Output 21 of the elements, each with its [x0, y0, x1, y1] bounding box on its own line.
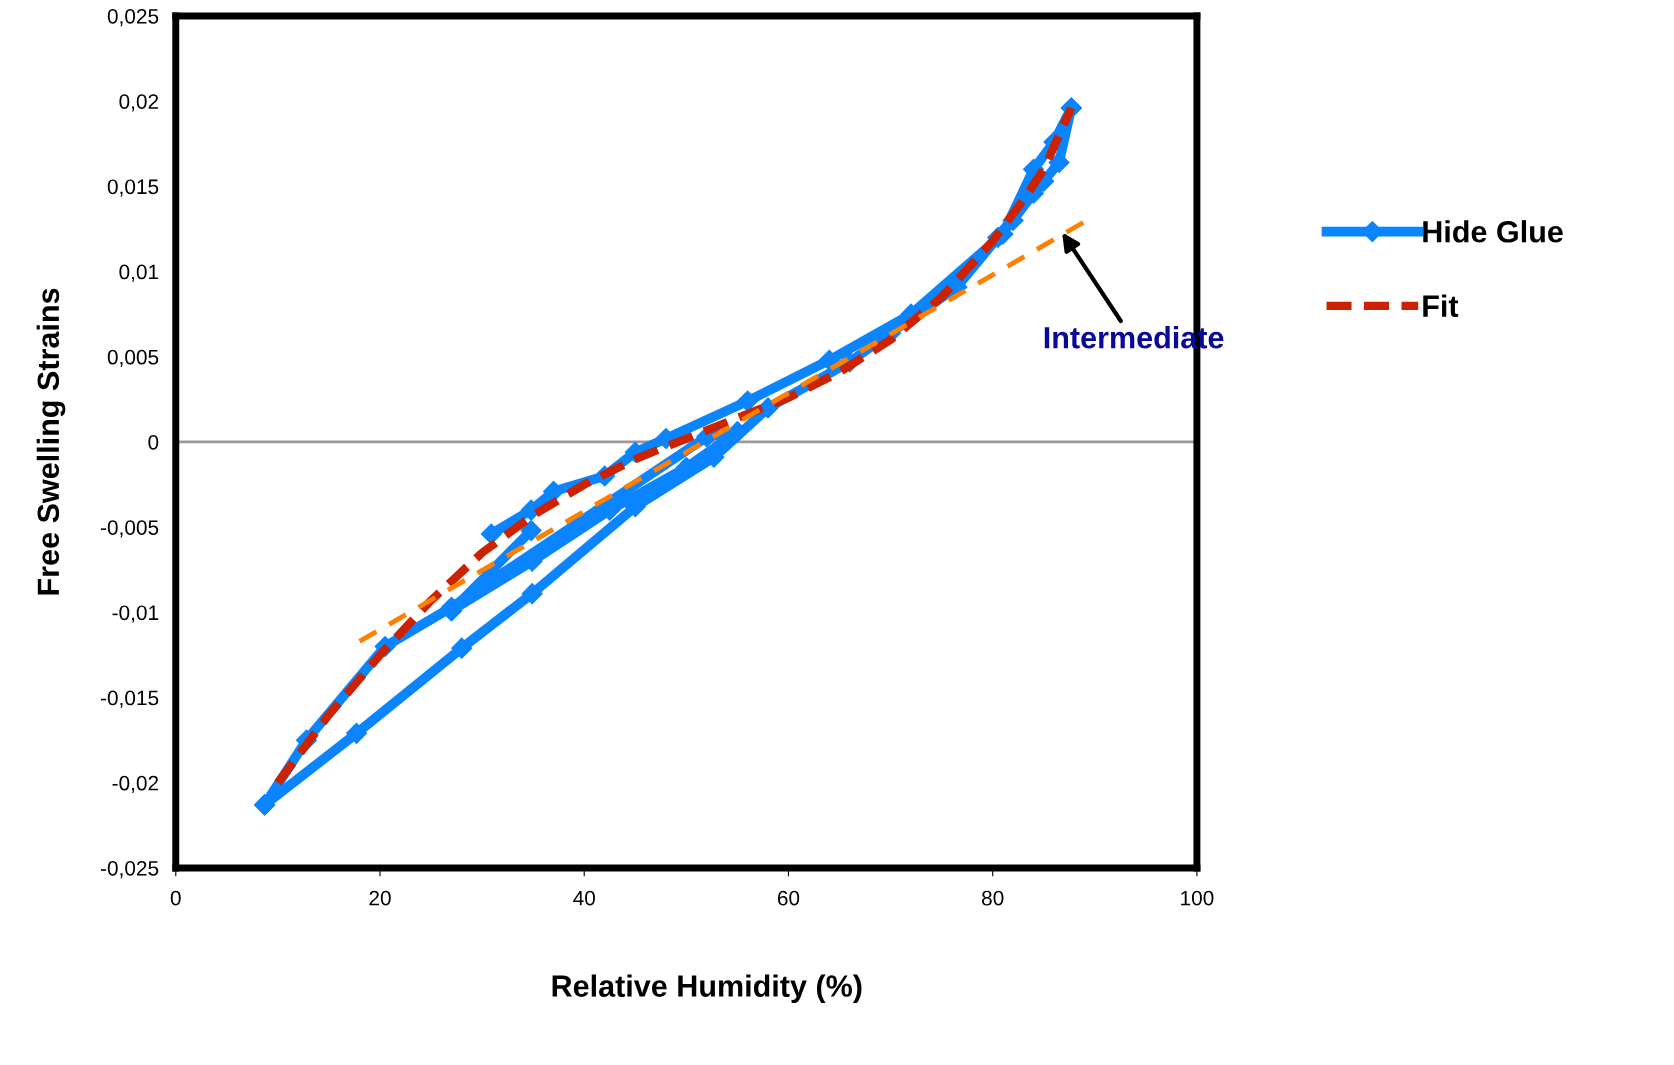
- x-tick-label: 20: [369, 890, 391, 906]
- y-tick-label: -0,025: [100, 860, 159, 879]
- x-tick-label: 100: [1181, 890, 1214, 906]
- y-tick-label: 0,02: [119, 94, 159, 112]
- legend-label: Fit: [1423, 294, 1459, 317]
- y-tick-label: 0,005: [107, 349, 159, 367]
- y-tick-label: -0,015: [100, 690, 159, 708]
- y-tick-label: -0,005: [100, 520, 159, 538]
- x-tick-label: 80: [982, 890, 1004, 906]
- y-tick-label: -0,01: [112, 605, 159, 623]
- legend-label: Hide Glue: [1423, 220, 1563, 243]
- y-tick-label: 0,01: [119, 264, 159, 282]
- y-axis-title: Free Swelling Strains: [36, 288, 66, 595]
- x-tick-label: 60: [777, 890, 800, 906]
- x-tick-label: 0: [170, 890, 181, 906]
- y-tick-label: 0,025: [107, 8, 159, 27]
- x-axis-title: Relative Humidity (%): [552, 974, 862, 1003]
- y-tick-label: 0: [148, 434, 159, 450]
- x-tick-label: 40: [573, 890, 595, 906]
- y-tick-label: 0,015: [107, 179, 159, 197]
- y-tick-label: -0,02: [112, 775, 159, 793]
